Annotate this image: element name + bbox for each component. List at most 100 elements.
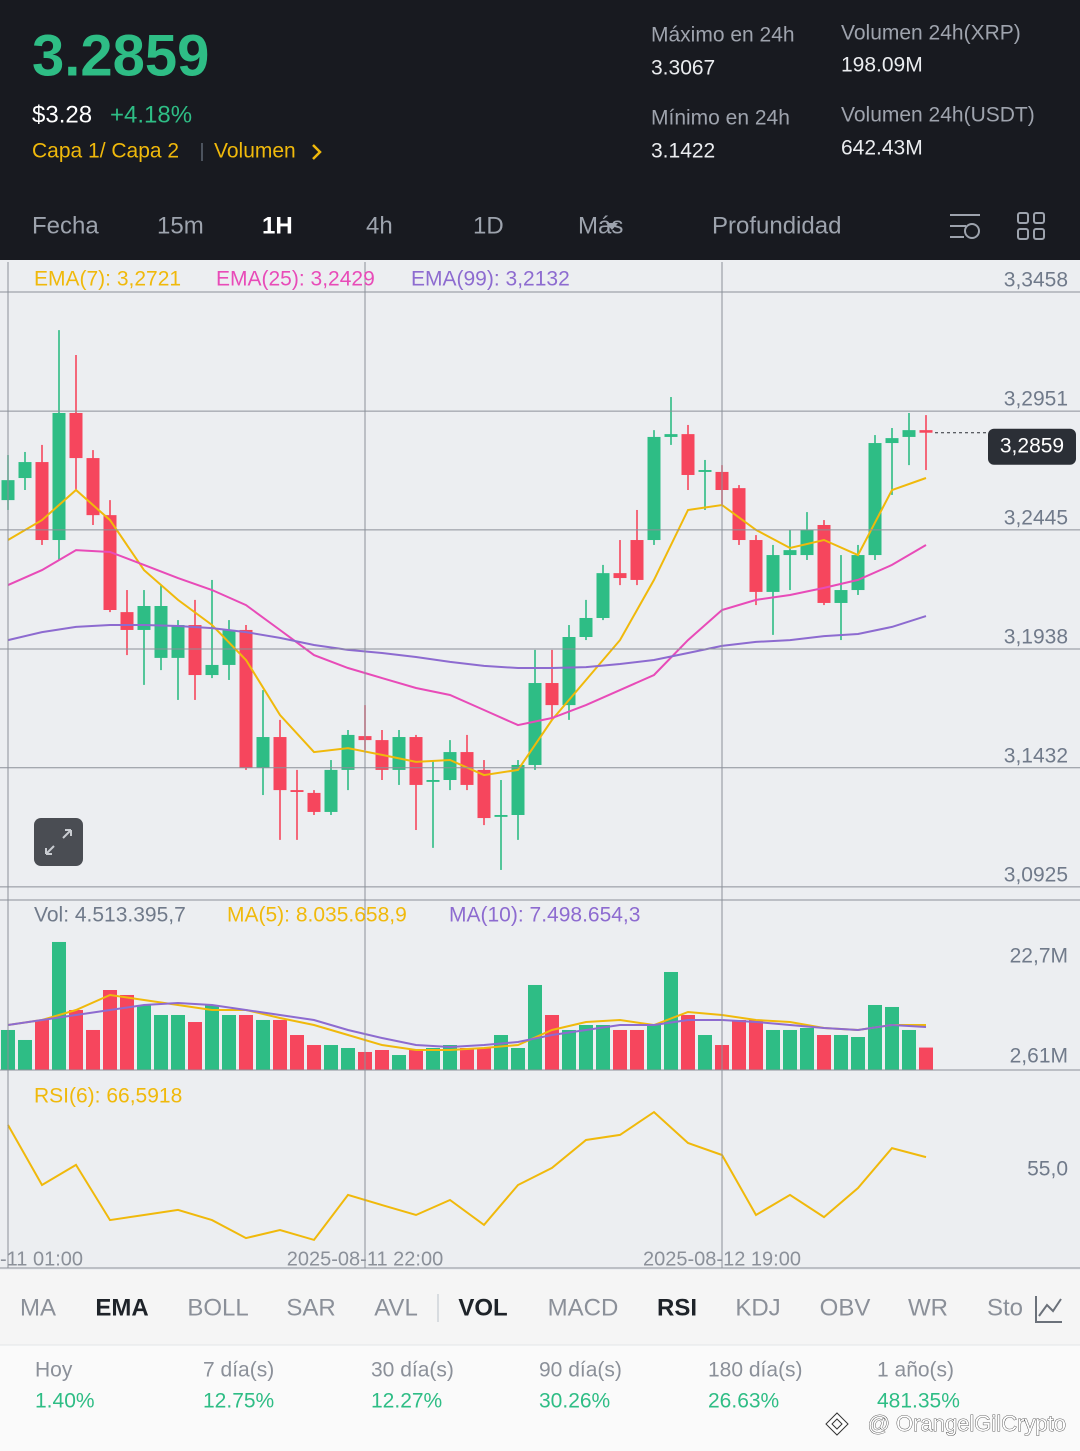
volume-bar bbox=[545, 1014, 559, 1070]
candle-body bbox=[545, 683, 559, 706]
volume-bar bbox=[494, 1035, 508, 1070]
volume-bar bbox=[477, 1047, 491, 1070]
period-change: 481.35% bbox=[877, 1390, 960, 1413]
period-label: 90 día(s) bbox=[539, 1359, 622, 1382]
period-change: 12.75% bbox=[203, 1390, 274, 1413]
volume-bar bbox=[171, 1014, 185, 1070]
volume-bar bbox=[732, 1019, 746, 1070]
volume-bar bbox=[766, 1029, 780, 1070]
volume-bar bbox=[188, 1022, 202, 1070]
volume-bar bbox=[647, 1025, 661, 1070]
indicator-bar-bg bbox=[0, 1270, 1080, 1345]
indicator-tab[interactable]: MA bbox=[20, 1294, 56, 1321]
volume-bar bbox=[749, 1019, 763, 1070]
candle-body bbox=[630, 540, 644, 580]
chart-icon[interactable] bbox=[1035, 1296, 1062, 1323]
volume-link[interactable]: Volumen bbox=[214, 140, 296, 163]
volume-bar bbox=[341, 1047, 355, 1070]
volume-bar bbox=[35, 1019, 49, 1070]
candle-body bbox=[749, 540, 763, 592]
candle-body bbox=[86, 458, 100, 516]
volume-bar bbox=[681, 1014, 695, 1070]
candle-body bbox=[766, 555, 780, 592]
y-tick-label: 3,2445 bbox=[1004, 506, 1068, 529]
candle-body bbox=[256, 737, 270, 769]
indicator-tab[interactable]: EMA bbox=[95, 1294, 148, 1321]
stat-label: Volumen 24h(XRP) bbox=[841, 22, 1021, 45]
candle-body bbox=[188, 625, 202, 676]
candle-body bbox=[732, 488, 746, 541]
watermark: @ OrangelGilCrypto bbox=[868, 1411, 1066, 1436]
volume-bar bbox=[851, 1036, 865, 1070]
legend-entry: MA(10): 7.498.654,3 bbox=[449, 904, 640, 927]
layout-icon[interactable] bbox=[1017, 212, 1045, 240]
volume-bar bbox=[885, 1006, 899, 1070]
candle-body bbox=[477, 769, 491, 819]
layer-link[interactable]: Capa 1/ Capa 2 bbox=[32, 140, 179, 163]
timeframe-tab[interactable]: Más bbox=[578, 212, 623, 239]
volume-bar bbox=[409, 1049, 423, 1070]
volume-bar bbox=[528, 984, 542, 1070]
timeframe-tab[interactable]: Profundidad bbox=[712, 212, 841, 239]
stat-label: Mínimo en 24h bbox=[651, 107, 790, 130]
x-tick-label: 2025-08-12 19:00 bbox=[643, 1248, 801, 1270]
candle-body bbox=[52, 412, 66, 541]
candle-body bbox=[171, 625, 185, 658]
volume-bar bbox=[783, 1029, 797, 1070]
indicator-tab[interactable]: VOL bbox=[458, 1294, 507, 1321]
period-label: 7 día(s) bbox=[203, 1359, 274, 1382]
legend-entry: RSI(6): 66,5918 bbox=[34, 1085, 182, 1108]
stat-value: 3.1422 bbox=[651, 140, 715, 163]
volume-bar bbox=[392, 1055, 406, 1070]
plot-area bbox=[1, 330, 933, 1242]
indicator-tab[interactable]: KDJ bbox=[735, 1294, 780, 1321]
indicator-tab[interactable]: OBV bbox=[820, 1294, 871, 1321]
indicator-tab[interactable]: WR bbox=[908, 1294, 948, 1321]
period-change: 30.26% bbox=[539, 1390, 610, 1413]
candle-body bbox=[35, 462, 49, 541]
volume-bar bbox=[630, 1029, 644, 1070]
ema-line bbox=[7, 615, 927, 669]
candle-body bbox=[426, 780, 440, 782]
period-change: 1.40% bbox=[35, 1390, 95, 1413]
timeframe-tab[interactable]: 4h bbox=[366, 212, 393, 239]
legend-entry: EMA(99): 3,2132 bbox=[411, 268, 570, 291]
x-tick-label: -11 01:00 bbox=[0, 1248, 83, 1270]
change: +4.18% bbox=[110, 101, 192, 128]
candle-body bbox=[307, 792, 321, 812]
rsi-line bbox=[7, 1110, 927, 1242]
volume-bar bbox=[698, 1035, 712, 1070]
candle-body bbox=[596, 573, 610, 618]
settings-icon[interactable] bbox=[950, 214, 980, 239]
indicator-tab[interactable]: Sto bbox=[987, 1294, 1023, 1321]
candle-body bbox=[154, 606, 168, 658]
y-tick-label: 3,0925 bbox=[1004, 863, 1068, 886]
candle-body bbox=[511, 764, 525, 815]
volume-bar bbox=[205, 1004, 219, 1070]
volume-bar bbox=[868, 1004, 882, 1070]
legend-entry: MA(5): 8.035.658,9 bbox=[227, 904, 407, 927]
candle-body bbox=[902, 430, 916, 437]
indicator-tab[interactable]: SAR bbox=[286, 1294, 335, 1321]
expand-button[interactable] bbox=[34, 818, 83, 866]
timeframe-tab[interactable]: 1D bbox=[473, 212, 504, 239]
indicator-tab[interactable]: RSI bbox=[657, 1294, 697, 1321]
candle-body bbox=[290, 790, 304, 792]
candle-body bbox=[919, 430, 933, 433]
volume-bar bbox=[596, 1025, 610, 1070]
indicator-tab[interactable]: AVL bbox=[374, 1294, 418, 1321]
indicator-tab[interactable]: BOLL bbox=[187, 1294, 248, 1321]
indicator-tab[interactable]: MACD bbox=[548, 1294, 619, 1321]
timeframe-tab[interactable]: 15m bbox=[157, 212, 204, 239]
candle-body bbox=[681, 434, 695, 475]
volume-label: Vol: 4.513.395,7 bbox=[34, 904, 186, 927]
volume-bar bbox=[443, 1045, 457, 1070]
timeframe-tab[interactable]: 1H bbox=[262, 212, 293, 239]
volume-bar bbox=[103, 990, 117, 1070]
timeframe-tab[interactable]: Fecha bbox=[32, 212, 99, 239]
volume-bar bbox=[137, 1004, 151, 1070]
volume-bar bbox=[426, 1047, 440, 1070]
ma-line bbox=[7, 993, 926, 1051]
candle-body bbox=[324, 769, 338, 812]
volume-bar bbox=[52, 941, 66, 1070]
